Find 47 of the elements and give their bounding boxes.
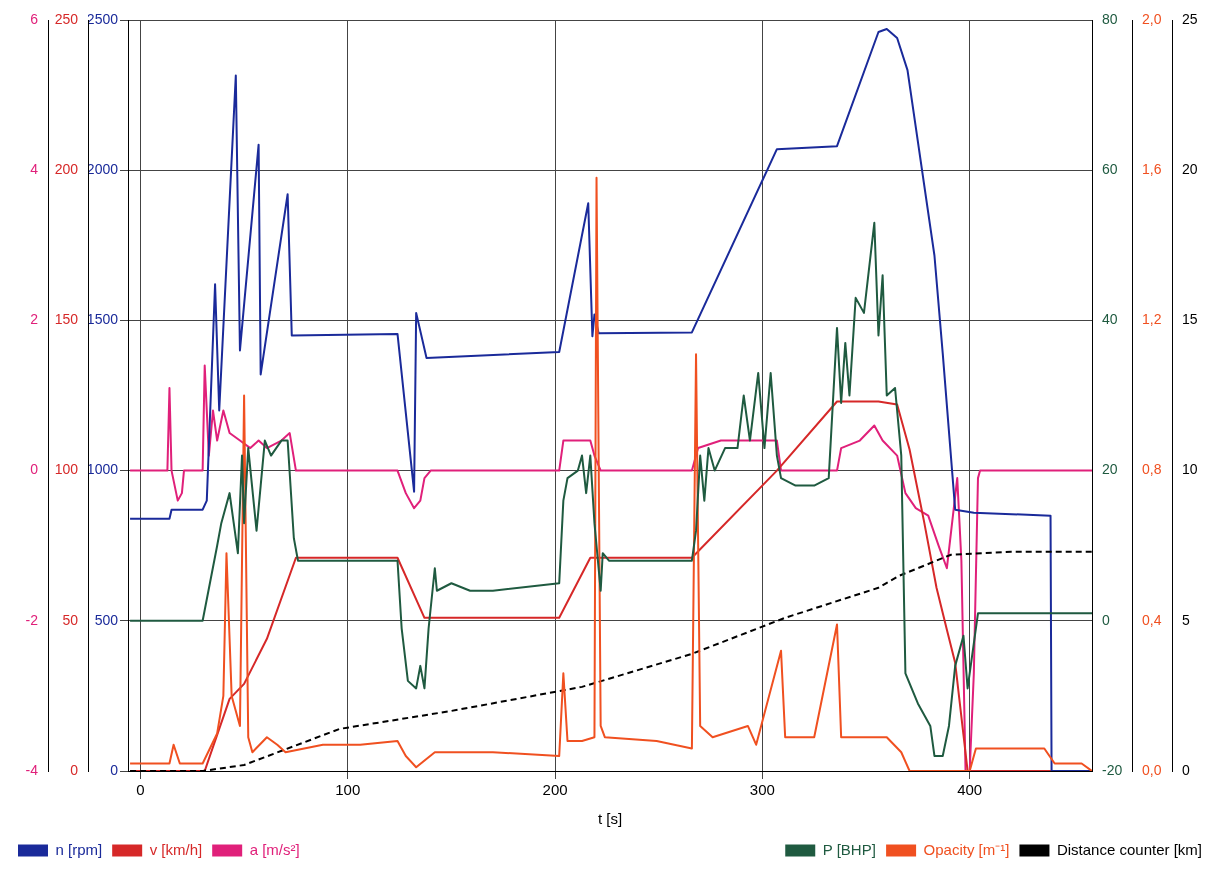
legend-label: P [BHP]: [822, 840, 876, 858]
legend-label: v [km/h]: [149, 840, 203, 858]
y3-tick-label: -2: [25, 611, 39, 628]
y-tick-label: 1500: [86, 311, 119, 328]
y3-tick-label: 2: [30, 311, 39, 328]
y-tick-label: 0: [110, 761, 119, 778]
y-tick-label: 2500: [86, 10, 119, 27]
y2-tick-label: 250: [54, 10, 79, 27]
y2-tick-label: 100: [54, 461, 79, 478]
y2-tick-label: 0,8: [1142, 461, 1162, 478]
y2-tick-label: 1,6: [1142, 161, 1162, 178]
y2-tick-label: 200: [54, 161, 79, 178]
y3-tick-label: 6: [30, 10, 39, 27]
legend-label: n [rpm]: [55, 840, 103, 858]
y-tick-label: 60: [1102, 161, 1118, 178]
legend-label: Opacity [m⁻¹]: [923, 840, 1010, 858]
y3-tick-label: 4: [30, 161, 39, 178]
y-tick-label: 1000: [86, 461, 119, 478]
y-tick-label: 500: [94, 611, 119, 628]
y2-tick-label: 0: [70, 761, 79, 778]
x-tick-label: 0: [136, 781, 145, 799]
y2-tick-label: 2,0: [1142, 10, 1162, 27]
y2-tick-label: 50: [62, 611, 79, 628]
x-tick-label: 400: [957, 781, 983, 799]
y2-tick-label: 150: [54, 311, 79, 328]
y3-tick-label: 0: [1182, 761, 1190, 778]
y-tick-label: 20: [1102, 461, 1118, 478]
y2-tick-label: 0,4: [1142, 611, 1162, 628]
y2-tick-label: 1,2: [1142, 311, 1162, 328]
y-tick-label: -20: [1102, 761, 1123, 778]
x-tick-label: 100: [335, 781, 361, 799]
y3-tick-label: 10: [1182, 461, 1198, 478]
x-tick-label: 300: [749, 781, 775, 799]
y3-tick-label: 20: [1182, 161, 1198, 178]
legend-label: Distance counter [km]: [1056, 840, 1203, 858]
y-tick-label: 40: [1102, 311, 1118, 328]
y3-tick-label: 15: [1182, 311, 1198, 328]
y3-tick-label: 25: [1182, 10, 1198, 27]
y3-tick-label: 5: [1182, 611, 1190, 628]
y2-tick-label: 0,0: [1142, 761, 1162, 778]
x-axis-title: t [s]: [597, 810, 623, 828]
y3-tick-label: -4: [25, 761, 39, 778]
y-tick-label: 0: [1102, 611, 1110, 628]
y-tick-label: 80: [1102, 10, 1118, 27]
legend-label: a [m/s²]: [249, 840, 300, 858]
y3-tick-label: 0: [30, 461, 39, 478]
x-tick-label: 200: [542, 781, 568, 799]
